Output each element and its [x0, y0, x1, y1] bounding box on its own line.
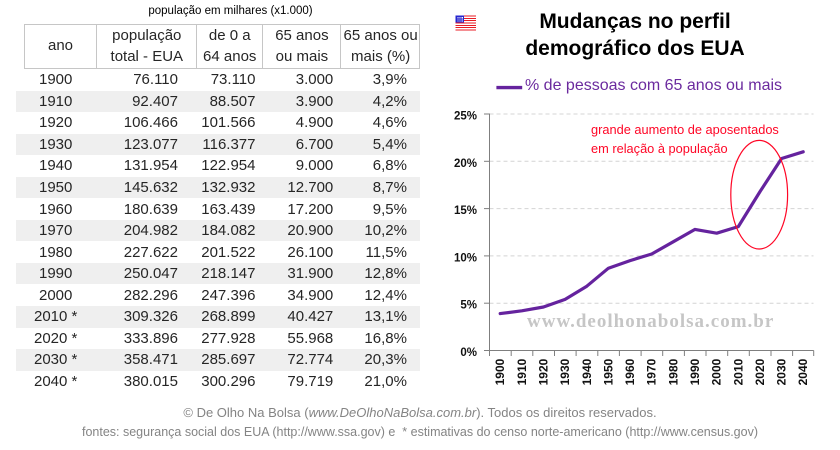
- svg-text:1900: 1900: [493, 358, 507, 385]
- svg-text:2000: 2000: [710, 358, 724, 385]
- svg-text:1990: 1990: [688, 358, 702, 385]
- svg-text:15%: 15%: [454, 205, 477, 217]
- svg-text:0%: 0%: [460, 347, 477, 359]
- svg-text:2020: 2020: [753, 358, 767, 385]
- svg-text:1940: 1940: [580, 358, 594, 385]
- svg-text:1910: 1910: [515, 358, 529, 385]
- svg-text:2030: 2030: [775, 358, 789, 385]
- svg-text:10%: 10%: [454, 252, 477, 264]
- svg-text:1920: 1920: [537, 358, 551, 385]
- svg-text:1980: 1980: [666, 358, 680, 385]
- svg-text:1950: 1950: [601, 358, 615, 385]
- svg-text:25%: 25%: [454, 111, 477, 123]
- svg-text:20%: 20%: [454, 158, 477, 170]
- svg-text:5%: 5%: [460, 300, 477, 312]
- svg-text:1960: 1960: [623, 358, 637, 385]
- svg-text:1970: 1970: [645, 358, 659, 385]
- svg-text:1930: 1930: [558, 358, 572, 385]
- svg-text:2040: 2040: [796, 358, 810, 385]
- svg-text:2010: 2010: [731, 358, 745, 385]
